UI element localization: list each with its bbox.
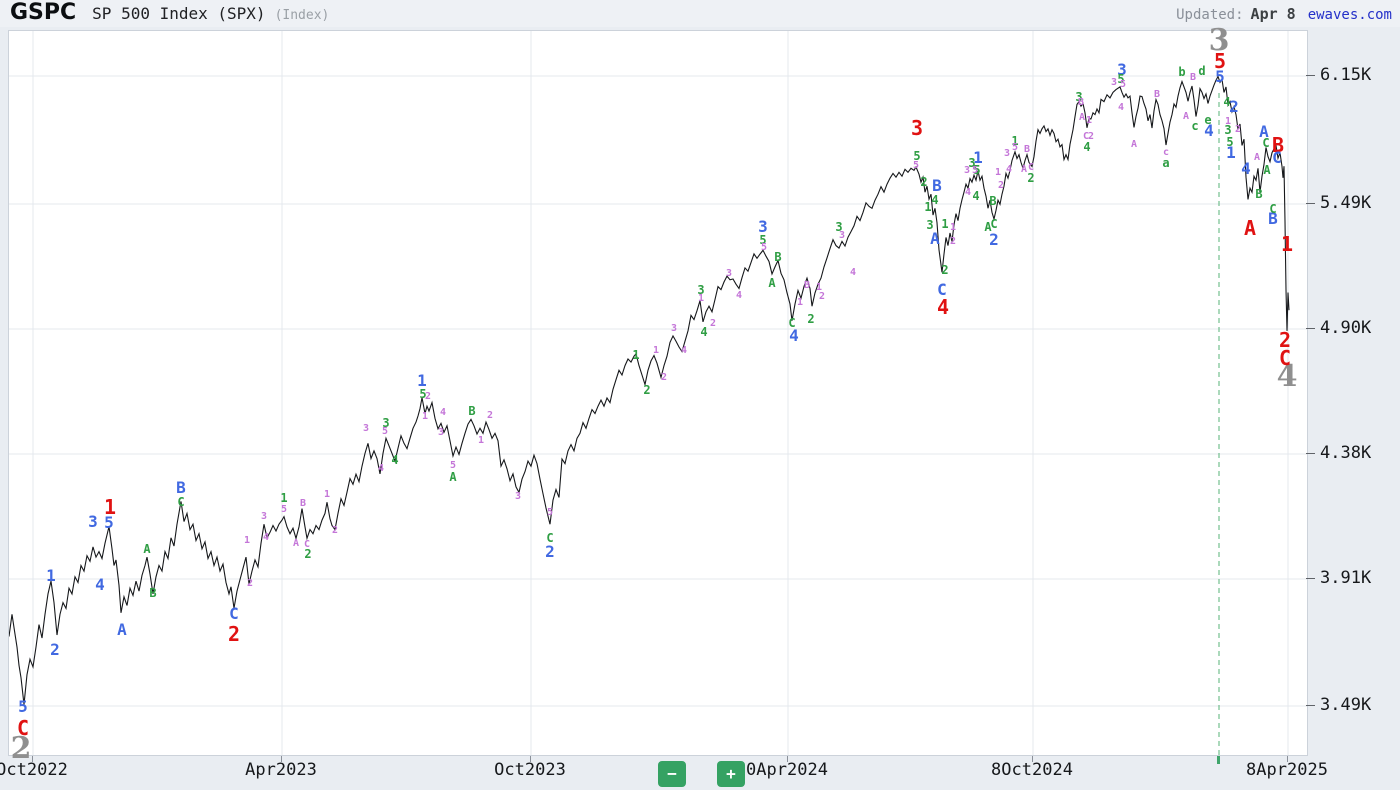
ticker-symbol: GSPC (10, 0, 77, 25)
x-axis-tick (787, 756, 788, 762)
x-axis-label: Apr2023 (245, 760, 317, 780)
marker-axis-tick (1217, 756, 1220, 764)
instrument-title: SP 500 Index (SPX) (92, 4, 266, 23)
updated-date: Apr 8 (1250, 5, 1296, 23)
instrument-type: (Index) (274, 8, 330, 23)
y-axis-label: 3.49K (1320, 695, 1372, 715)
x-axis-tick (1287, 756, 1288, 762)
x-axis-label: Oct2023 (494, 760, 566, 780)
x-axis-label: 8Oct2024 (991, 760, 1073, 780)
y-axis-tick (1306, 704, 1315, 706)
y-axis-tick (1306, 74, 1315, 76)
y-axis-tick (1306, 327, 1315, 329)
y-axis-label: 3.91K (1320, 568, 1372, 588)
y-axis-label: 4.38K (1320, 443, 1372, 463)
y-axis-tick (1306, 452, 1315, 454)
ewaves-site-link[interactable]: ewaves.com (1307, 7, 1392, 23)
price-line (9, 75, 1290, 705)
y-axis-label: 5.49K (1320, 193, 1372, 213)
x-axis-label: 0Apr2024 (746, 760, 828, 780)
updated-label: Updated: (1176, 7, 1244, 23)
x-axis-tick (281, 756, 282, 762)
zoom-out-button[interactable]: − (658, 761, 686, 787)
x-axis-label: Oct2022 (0, 760, 68, 780)
price-plot (9, 31, 1307, 755)
y-axis-label: 6.15K (1320, 65, 1372, 85)
x-axis-tick (530, 756, 531, 762)
x-axis-tick (1032, 756, 1033, 762)
x-axis-label: 8Apr2025 (1246, 760, 1328, 780)
zoom-in-button[interactable]: + (717, 761, 745, 787)
y-axis-tick (1306, 577, 1315, 579)
y-axis-tick (1306, 202, 1315, 204)
y-axis-label: 4.90K (1320, 318, 1372, 338)
x-axis-tick (32, 756, 33, 762)
chart-header: GSPC SP 500 Index (SPX) (Index) Updated:… (0, 0, 1400, 27)
